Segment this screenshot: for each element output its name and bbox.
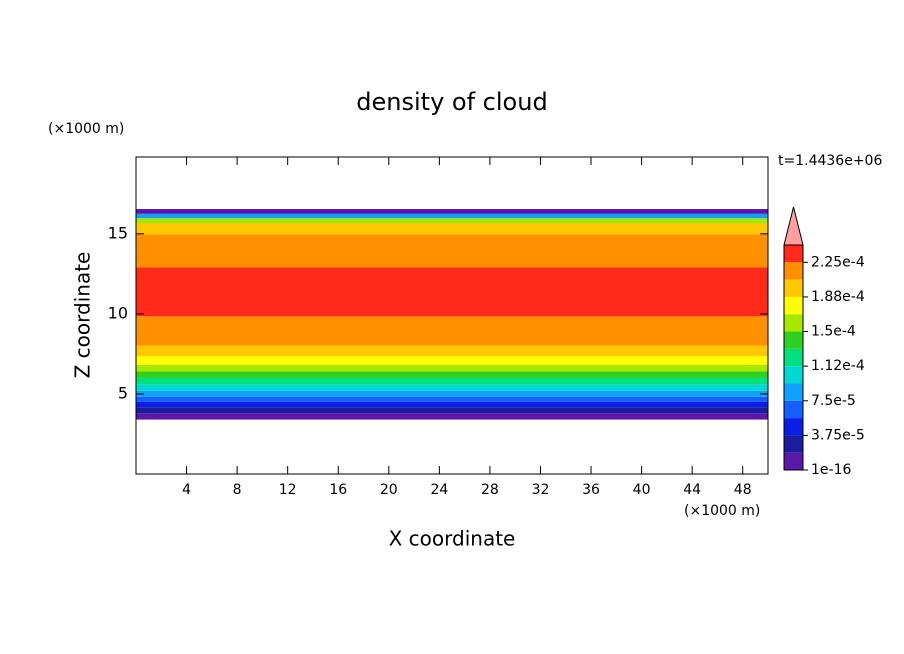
density-band [136,209,768,214]
density-band [136,345,768,357]
x-tick-label: 8 [233,482,242,498]
x-unit: (×1000 m) [684,503,760,519]
density-band [136,218,768,224]
density-band [136,401,768,408]
colorbar-label: 1.12e-4 [811,358,865,374]
colorbar-band [784,296,803,315]
time-label: t=1.4436e+06 [778,153,882,169]
colorbar-label: 7.5e-5 [811,393,856,409]
colorbar-frame [783,244,804,471]
density-band [136,371,768,378]
y-tick-label: 15 [108,223,128,242]
colorbar-band [784,418,803,436]
density-band [136,223,768,235]
colorbar-band [784,348,803,367]
x-tick-label: 36 [582,482,600,498]
x-tick-label: 20 [380,482,398,498]
x-tick-label: 28 [481,482,499,498]
density-band [136,396,768,402]
colorbar-band [784,400,803,419]
density-band [136,356,768,365]
density-band [136,316,768,346]
colorbar-band [784,279,803,297]
chart-title: density of cloud [356,88,547,116]
x-tick-label: 4 [182,482,191,498]
y-axis-label: Z coordinate [71,252,95,379]
colorbar-band [784,452,803,470]
colorbar-label: 1.5e-4 [811,324,856,340]
colorbar-label: 1.88e-4 [811,289,865,305]
density-band [136,384,768,391]
colorbar-band [784,366,803,384]
x-axis-label: X coordinate [389,527,516,551]
x-tick-label: 12 [279,482,297,498]
field [136,209,768,420]
colorbar-band [784,314,803,332]
colorbar-label: 1e-16 [811,462,851,478]
colorbar-label: 2.25e-4 [811,254,865,270]
plot-frame [135,156,769,475]
y-tick-label: 5 [118,383,128,402]
density-band [136,390,768,397]
x-tick-label: 24 [430,482,448,498]
density-band [136,364,768,372]
x-tick-label: 48 [734,482,752,498]
density-band [136,234,768,268]
colorbar-band [784,262,803,280]
colorbar-band [784,245,803,263]
x-tick-label: 32 [532,482,550,498]
colorbar-extend [783,206,804,246]
y-unit: (×1000 m) [48,121,124,137]
colorbar-band [784,383,803,401]
colorbar-label: 3.75e-5 [811,427,865,443]
y-tick-label: 10 [108,303,128,322]
x-tick-label: 16 [329,482,347,498]
density-band [136,413,768,420]
x-tick-label: 44 [683,482,701,498]
colorbar-band [784,435,803,453]
density-band [136,377,768,385]
density-band [136,267,768,317]
colorbar-band [784,331,803,349]
x-tick-label: 40 [633,482,651,498]
density-band [136,407,768,414]
density-band [136,213,768,219]
